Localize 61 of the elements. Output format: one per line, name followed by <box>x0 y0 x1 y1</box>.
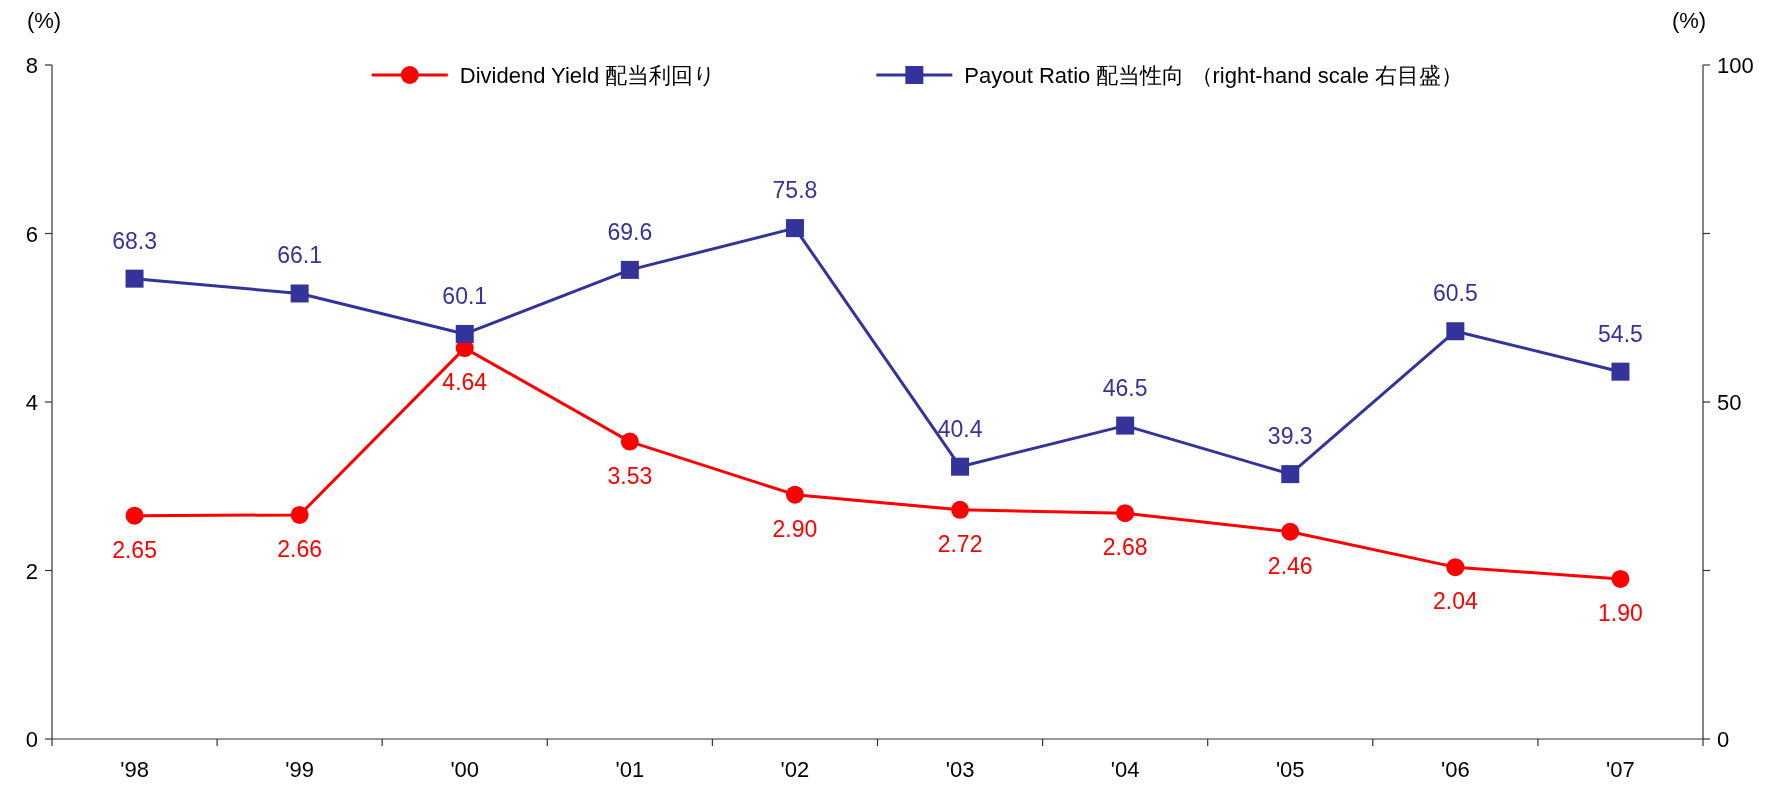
data-label: 2.72 <box>937 530 983 557</box>
data-label: 2.68 <box>1102 534 1148 561</box>
data-label: 46.5 <box>1102 374 1148 401</box>
data-label: 2.46 <box>1267 552 1313 579</box>
point <box>620 260 639 279</box>
x-tick-label: '98 <box>120 757 149 782</box>
x-tick-label: '05 <box>1275 757 1305 782</box>
point <box>785 485 804 504</box>
x-tick-label: '99 <box>285 757 314 782</box>
point <box>1446 322 1465 341</box>
point <box>125 506 144 525</box>
point <box>1116 416 1135 435</box>
point <box>951 457 970 476</box>
point <box>290 284 309 303</box>
data-label: 2.04 <box>1432 588 1478 615</box>
y2-tick-label: 100 <box>1717 53 1754 78</box>
point <box>620 432 639 451</box>
point <box>1446 558 1465 577</box>
legend-label: Payout Ratio 配当性向 （right-hand scale 右目盛） <box>964 63 1464 88</box>
data-label: 2.66 <box>277 535 323 562</box>
y2-tick-label: 0 <box>1717 727 1730 752</box>
data-label: 3.53 <box>607 462 653 489</box>
x-tick-label: '01 <box>615 757 645 782</box>
data-label: 40.4 <box>937 415 983 442</box>
data-label: 60.1 <box>442 282 488 309</box>
data-label: 69.6 <box>607 218 653 245</box>
data-label: 39.3 <box>1267 423 1313 450</box>
data-label: 1.90 <box>1598 599 1643 626</box>
point <box>290 505 309 524</box>
data-label: 66.1 <box>277 242 323 269</box>
x-tick-label: '07 <box>1606 757 1635 782</box>
point <box>1611 569 1630 588</box>
y2-tick-label: 50 <box>1717 390 1742 415</box>
x-tick-label: '02 <box>780 757 810 782</box>
y-tick-label: 6 <box>25 221 38 247</box>
x-tick-label: '06 <box>1441 757 1470 782</box>
data-label: 54.5 <box>1598 320 1643 347</box>
data-label: 2.90 <box>772 515 818 542</box>
data-label: 60.5 <box>1432 280 1478 307</box>
y2-axis-title: (%) <box>1671 8 1707 33</box>
point <box>951 500 970 519</box>
point <box>1281 522 1300 541</box>
y-tick-label: 0 <box>25 727 38 752</box>
data-label: 75.8 <box>772 177 818 204</box>
x-tick-label: '03 <box>945 757 975 782</box>
data-label: 68.3 <box>112 227 157 254</box>
point <box>1611 362 1630 381</box>
point <box>455 324 474 343</box>
point <box>1116 504 1135 523</box>
legend-label: Dividend Yield 配当利回り <box>459 63 717 88</box>
x-tick-label: '00 <box>450 757 480 782</box>
data-label: 4.64 <box>442 369 488 396</box>
y-tick-label: 8 <box>25 53 38 78</box>
data-label: 2.65 <box>112 536 157 563</box>
y-tick-label: 2 <box>25 558 38 584</box>
x-tick-label: '04 <box>1110 757 1140 782</box>
y-tick-label: 4 <box>25 390 38 415</box>
y-axis-title: (%) <box>26 8 62 33</box>
point <box>785 219 804 238</box>
point <box>125 269 144 288</box>
point <box>1281 465 1300 484</box>
